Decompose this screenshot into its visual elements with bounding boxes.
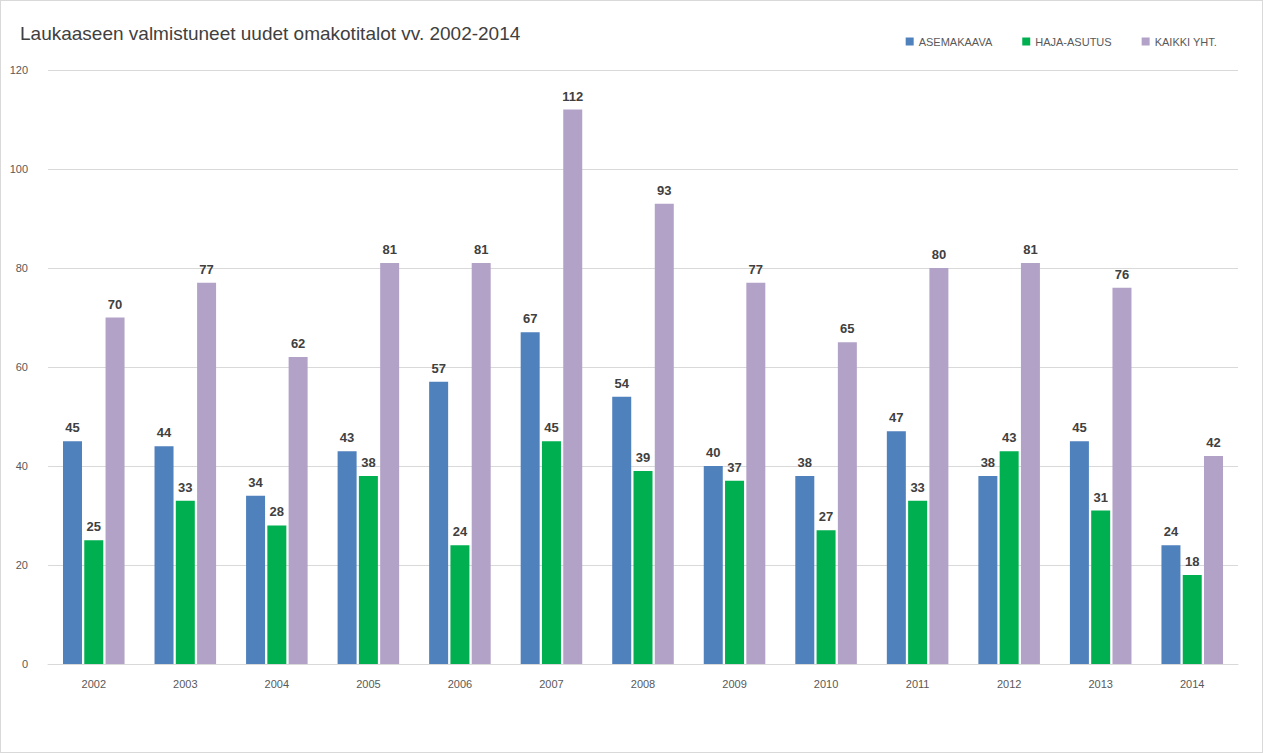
svg-text:24: 24 xyxy=(1164,524,1179,539)
svg-text:45: 45 xyxy=(65,420,79,435)
svg-text:65: 65 xyxy=(840,321,854,336)
svg-text:38: 38 xyxy=(361,455,375,470)
svg-text:2002: 2002 xyxy=(82,678,106,690)
svg-text:93: 93 xyxy=(657,183,671,198)
svg-text:76: 76 xyxy=(1115,267,1129,282)
svg-text:42: 42 xyxy=(1206,435,1220,450)
svg-text:81: 81 xyxy=(1023,242,1037,257)
svg-text:47: 47 xyxy=(889,410,903,425)
svg-text:67: 67 xyxy=(523,311,537,326)
svg-text:HAJA-ASUTUS: HAJA-ASUTUS xyxy=(1035,36,1111,48)
svg-text:77: 77 xyxy=(749,262,763,277)
svg-text:2013: 2013 xyxy=(1088,678,1112,690)
svg-text:45: 45 xyxy=(1072,420,1086,435)
svg-text:43: 43 xyxy=(1002,430,1016,445)
svg-text:2004: 2004 xyxy=(265,678,289,690)
svg-text:18: 18 xyxy=(1185,554,1199,569)
svg-text:2010: 2010 xyxy=(814,678,838,690)
svg-text:2012: 2012 xyxy=(997,678,1021,690)
svg-text:KAIKKI YHT.: KAIKKI YHT. xyxy=(1155,36,1217,48)
svg-text:Laukaaseen valmistuneet uudet: Laukaaseen valmistuneet uudet omakotital… xyxy=(20,23,521,44)
svg-text:28: 28 xyxy=(270,504,284,519)
svg-text:33: 33 xyxy=(178,480,192,495)
svg-text:0: 0 xyxy=(22,658,28,670)
svg-text:81: 81 xyxy=(382,242,396,257)
svg-text:40: 40 xyxy=(706,445,720,460)
svg-text:81: 81 xyxy=(474,242,488,257)
svg-text:31: 31 xyxy=(1093,490,1107,505)
svg-text:34: 34 xyxy=(248,475,263,490)
svg-text:77: 77 xyxy=(199,262,213,277)
svg-text:112: 112 xyxy=(562,89,583,104)
svg-text:60: 60 xyxy=(16,361,28,373)
svg-text:120: 120 xyxy=(10,64,28,76)
svg-text:100: 100 xyxy=(10,163,28,175)
svg-text:27: 27 xyxy=(819,509,833,524)
svg-text:2007: 2007 xyxy=(539,678,563,690)
svg-text:2006: 2006 xyxy=(448,678,472,690)
svg-text:33: 33 xyxy=(910,480,924,495)
svg-text:62: 62 xyxy=(291,336,305,351)
svg-text:54: 54 xyxy=(614,376,629,391)
svg-text:70: 70 xyxy=(108,297,122,312)
svg-text:57: 57 xyxy=(431,361,445,376)
svg-text:24: 24 xyxy=(453,524,468,539)
svg-text:39: 39 xyxy=(636,450,650,465)
svg-text:45: 45 xyxy=(544,420,558,435)
svg-text:2008: 2008 xyxy=(631,678,655,690)
svg-text:37: 37 xyxy=(727,460,741,475)
svg-text:43: 43 xyxy=(340,430,354,445)
svg-text:80: 80 xyxy=(16,262,28,274)
svg-text:2005: 2005 xyxy=(356,678,380,690)
svg-text:2014: 2014 xyxy=(1180,678,1204,690)
svg-text:40: 40 xyxy=(16,460,28,472)
svg-text:20: 20 xyxy=(16,559,28,571)
svg-text:2011: 2011 xyxy=(906,678,930,690)
svg-text:2009: 2009 xyxy=(722,678,746,690)
svg-text:ASEMAKAAVA: ASEMAKAAVA xyxy=(919,36,993,48)
svg-text:25: 25 xyxy=(87,519,101,534)
svg-text:38: 38 xyxy=(981,455,995,470)
svg-text:44: 44 xyxy=(157,425,172,440)
svg-text:2003: 2003 xyxy=(173,678,197,690)
svg-text:38: 38 xyxy=(798,455,812,470)
svg-text:80: 80 xyxy=(932,247,946,262)
